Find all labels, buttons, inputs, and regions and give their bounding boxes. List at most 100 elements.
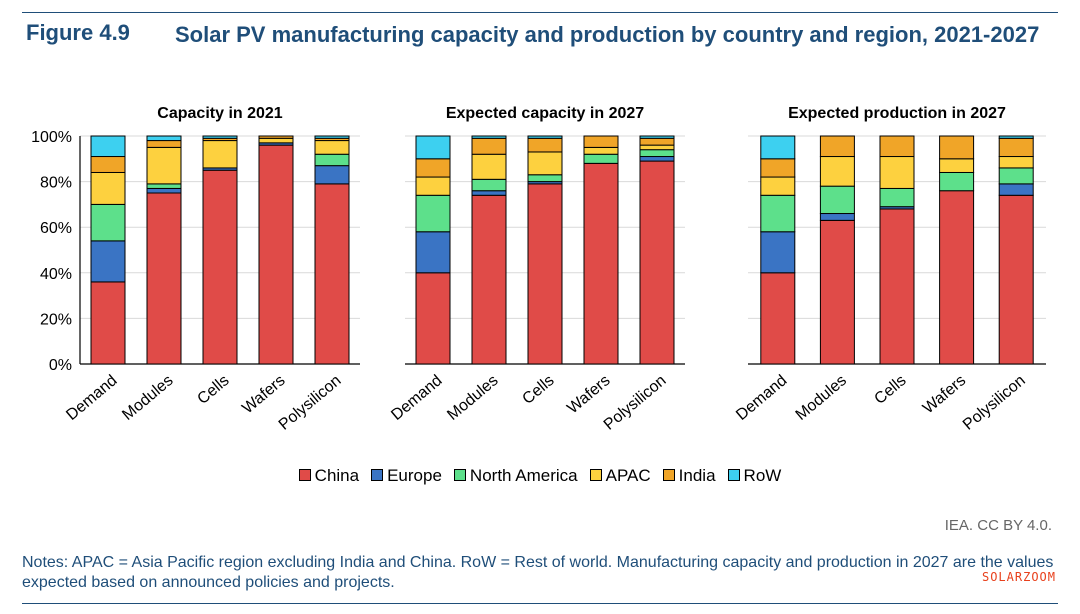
bar-segment-china [760,272,796,365]
bar-segment-apac [939,158,975,173]
x-tick-label: Cells [871,372,909,408]
bar-segment-india [879,135,915,158]
bar-segment-india [471,137,507,155]
bar-segment-india [583,135,619,148]
x-tick-label: Polysilicon [960,372,1029,434]
panel-title: Capacity in 2021 [157,105,283,122]
x-tick-label: Modules [793,372,850,424]
legend-label: India [678,466,716,485]
bar-segment-india [760,158,796,178]
bar-segment-north-america [415,194,451,233]
bar-segment-china [819,219,855,365]
x-tick-label: Demand [733,372,790,424]
x-tick-label: Modules [444,372,501,424]
bar-segment-apac [415,176,451,196]
bottom-rule [22,603,1058,604]
bar-segment-europe [639,156,675,162]
legend-label: APAC [605,466,651,485]
bar-segment-china [314,183,350,365]
bar-segment-india [415,158,451,178]
legend-swatch [371,469,384,481]
bar-segment-north-america [639,149,675,158]
bar-segment-india [939,135,975,160]
bar-segment-north-america [760,194,796,233]
x-tick-label: Wafers [564,372,613,417]
bar-segment-north-america [527,174,563,183]
bar-segment-row [998,135,1034,139]
bar-segment-europe [415,231,451,274]
bar-segment-europe [146,187,182,194]
bar-segment-apac [471,153,507,180]
y-tick-label: 0% [49,357,72,374]
y-tick-label: 60% [40,220,72,237]
notes: Notes: APAC = Asia Pacific region exclud… [22,554,1054,591]
legend-label: North America [469,466,578,485]
x-tick-label: Demand [388,372,445,424]
bar-segment-europe [314,165,350,185]
bar-segment-apac [998,156,1034,169]
legend-item: Europe [371,466,442,486]
bar-segment-row [314,135,350,139]
legend-swatch [589,469,602,481]
figure-label: Figure 4.9 [26,20,130,45]
bar-segment-china [415,272,451,365]
x-tick-label: Modules [119,372,176,424]
y-tick-label: 40% [40,266,72,283]
legend: China Europe North America APAC India RoW [0,466,1080,486]
top-rule [22,12,1058,13]
bar-segment-india [258,135,294,139]
y-tick-label: 20% [40,311,72,328]
y-tick-label: 100% [31,129,72,146]
bar-segment-north-america [879,187,915,208]
bar-segment-india [639,137,675,146]
x-tick-label: Wafers [920,372,969,417]
bar-segment-apac [202,140,238,169]
bar-segment-row [527,135,563,139]
legend-item: North America [453,466,578,486]
bar-segment-apac [314,140,350,155]
bar-segment-europe [90,240,126,283]
bar-segment-apac [527,151,563,176]
bar-segment-europe [760,231,796,274]
watermark: SOLARZOOM [981,570,1056,584]
bar-segment-north-america [583,153,619,164]
legend-swatch [298,469,311,481]
bar-segment-china [583,162,619,365]
bar-segment-row [760,135,796,160]
bar-segment-china [998,194,1034,365]
x-tick-label: Polysilicon [276,372,345,434]
legend-swatch [662,469,675,481]
bar-segment-row [471,135,507,139]
bar-segment-north-america [819,185,855,215]
legend-label: RoW [743,466,782,485]
legend-item: APAC [589,466,651,486]
bar-segment-apac [760,176,796,196]
bar-segment-apac [146,146,182,185]
bar-segment-north-america [998,167,1034,185]
bar-segment-china [527,183,563,365]
x-tick-label: Cells [519,372,557,408]
bar-segment-china [90,281,126,365]
bar-segment-india [819,135,855,158]
bar-segment-row [202,135,238,139]
bar-segment-row [639,135,675,139]
bar-segment-india [90,156,126,173]
bar-segment-row [415,135,451,160]
panel-title: Expected production in 2027 [788,105,1006,122]
bar-segment-apac [583,146,619,155]
stacked-bar-charts: 0% 20% 40% 60% 80% 100% Capacity in 2021 Demand… [31,105,1046,434]
x-tick-label: Wafers [239,372,288,417]
bar-segment-india [146,140,182,148]
bar-segment-europe [819,213,855,221]
bar-segment-north-america [90,203,126,242]
legend-label: China [314,466,360,485]
bar-segment-apac [258,137,294,144]
bar-segment-europe [998,183,1034,196]
bar-segment-north-america [939,171,975,192]
x-tick-label: Cells [194,372,232,408]
bar-segment-row [90,135,126,158]
bar-segment-north-america [146,183,182,189]
bar-segment-china [639,160,675,365]
panel-title: Expected capacity in 2027 [446,105,644,122]
bar-segment-china [879,208,915,365]
